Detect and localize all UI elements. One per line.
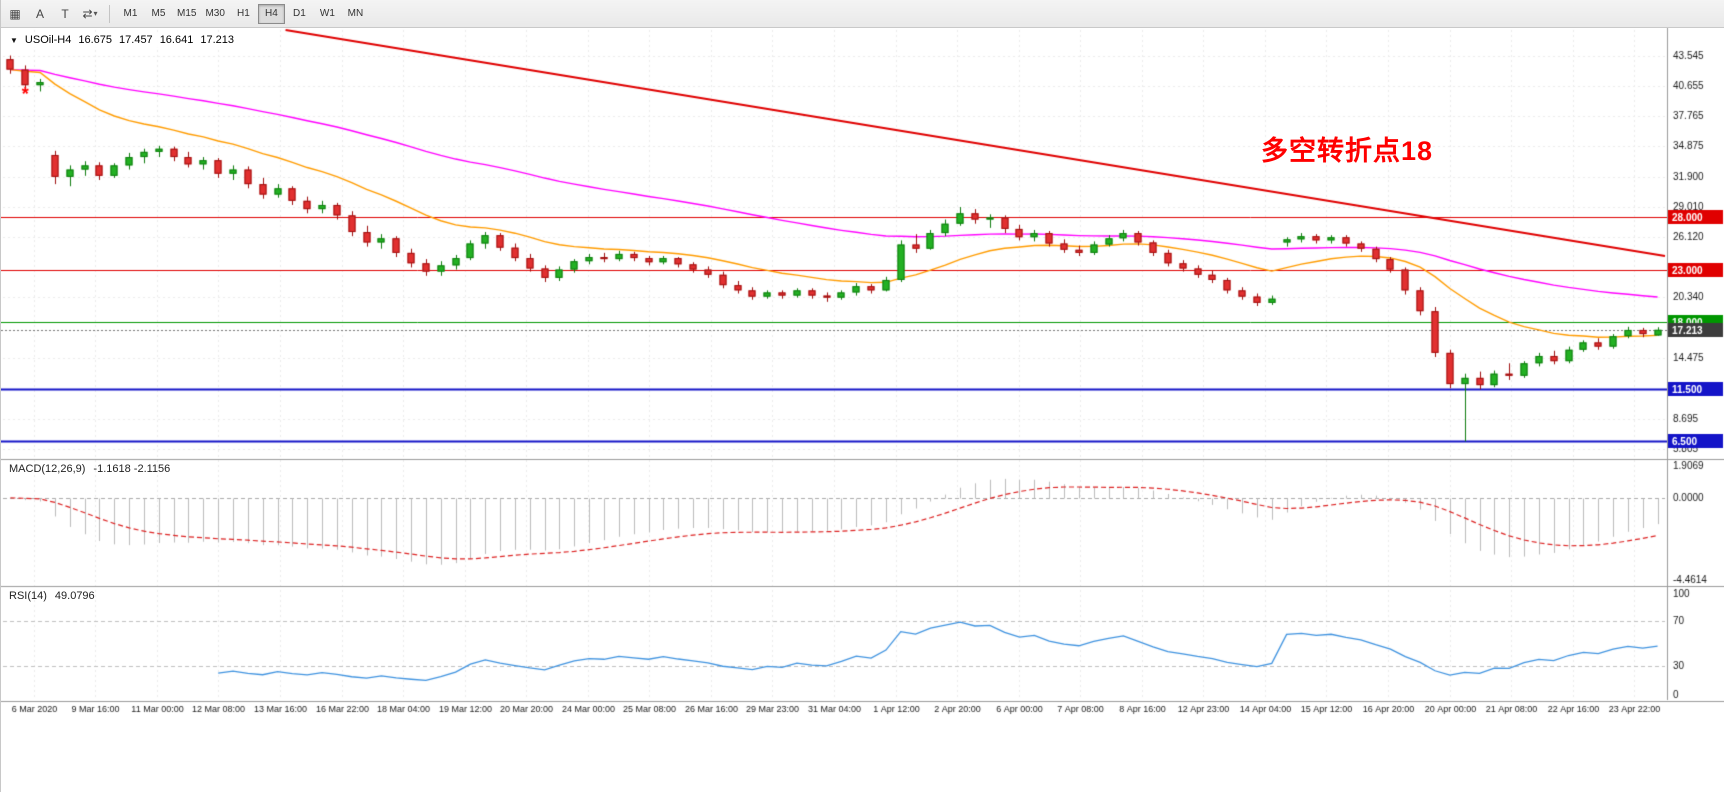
chevron-down-icon: ▾ [93,9,98,18]
text-a-icon[interactable]: A [28,3,52,25]
text-t-icon[interactable]: T [53,3,77,25]
timeframe-m15-button[interactable]: M15 [173,4,200,24]
timeframe-h4-button[interactable]: H4 [257,3,285,24]
drawing-tools-icon[interactable]: ⇄ ▾ [78,3,102,25]
timeframe-h1-button[interactable]: H1 [230,4,257,24]
timeframe-d1-button[interactable]: D1 [286,4,313,24]
timeframe-m30-button[interactable]: M30 [201,4,228,24]
grid-icon[interactable]: ▦ [3,3,27,25]
shapes-icon: ⇄ [82,6,93,21]
price-chart-canvas[interactable] [1,28,1724,792]
chart-toolbar: ▦ A T ⇄ ▾ M1 M5 M15 M30 H1 H4 D1 W1 MN [1,0,1724,28]
toolbar-separator [109,4,110,23]
timeframe-mn-button[interactable]: MN [342,4,369,24]
timeframe-m1-button[interactable]: M1 [117,4,144,24]
timeframe-m5-button[interactable]: M5 [145,4,172,24]
timeframe-w1-button[interactable]: W1 [314,4,341,24]
